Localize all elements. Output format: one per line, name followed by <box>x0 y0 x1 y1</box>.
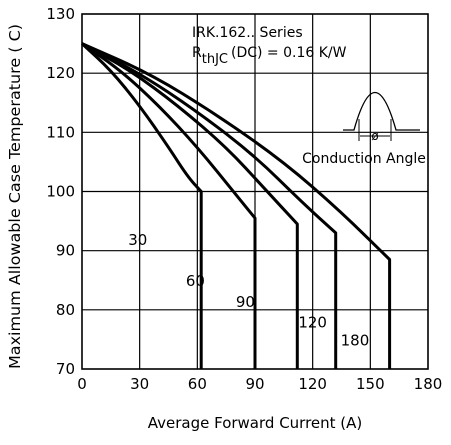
y-tick-label: 130 <box>46 5 75 23</box>
y-tick-label: 80 <box>56 301 75 319</box>
conduction-angle-symbol: ø <box>371 129 378 143</box>
curve-label-90: 90 <box>236 293 255 311</box>
curve-label-120: 120 <box>298 314 327 332</box>
conduction-angle-inset: ø Conduction Angle <box>302 92 426 167</box>
y-tick-label: 100 <box>46 183 75 201</box>
x-tick-label: 120 <box>298 375 327 393</box>
conduction-angle-label: Conduction Angle <box>302 151 426 167</box>
curve-180 <box>81 42 392 369</box>
x-tick-label: 90 <box>245 375 264 393</box>
y-axis-label: Maximum Allowable Case Temperature ( C) <box>6 24 24 369</box>
curve-30 <box>80 42 203 369</box>
x-axis-label: Average Forward Current (A) <box>148 414 363 432</box>
series-annotation: IRK.162.. Series <box>192 25 303 41</box>
y-tick-label: 120 <box>46 64 75 82</box>
x-tick-label: 30 <box>130 375 149 393</box>
rth-symbol: R <box>192 45 202 61</box>
x-tick-label: 0 <box>77 375 87 393</box>
plot-frame <box>81 13 429 370</box>
curve-label-60: 60 <box>186 272 205 290</box>
y-tick-label: 90 <box>56 242 75 260</box>
conduction-angle-waveform <box>343 92 420 131</box>
x-tick-label: 180 <box>414 375 443 393</box>
tick-labels: 0 30 60 90 120 150 180 70 80 90 100 110 120 130 <box>46 5 442 393</box>
rth-subscript: thJC <box>202 52 228 67</box>
curve-120 <box>81 42 338 369</box>
curve-labels: 30 60 90 120 180 <box>128 231 369 350</box>
thermal-resistance-annotation: RthJC (DC) = 0.16 K/W <box>192 45 347 67</box>
curve-layer <box>80 42 392 369</box>
curve-90 <box>81 42 299 369</box>
y-tick-label: 70 <box>56 360 75 378</box>
x-tick-label: 60 <box>188 375 207 393</box>
curve-label-180: 180 <box>341 331 370 349</box>
curve-label-30: 30 <box>128 231 147 249</box>
rth-value: (DC) = 0.16 K/W <box>231 45 347 61</box>
x-tick-label: 150 <box>356 375 385 393</box>
curve-60 <box>81 42 257 369</box>
y-tick-label: 110 <box>46 123 75 141</box>
